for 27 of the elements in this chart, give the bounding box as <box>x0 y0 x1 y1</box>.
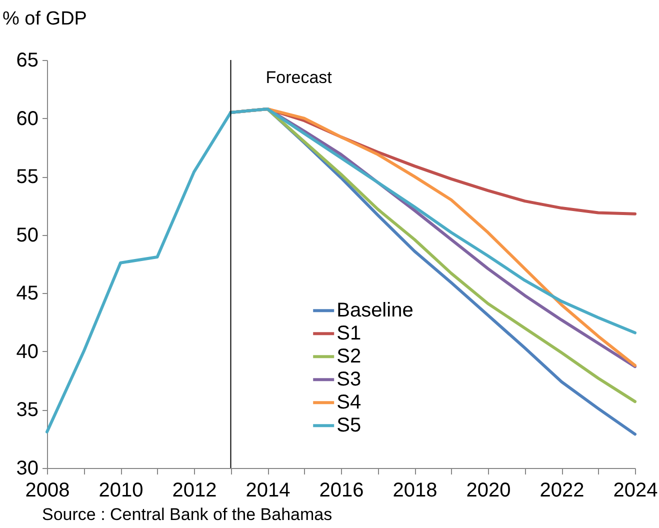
line-series <box>46 107 636 434</box>
legend-label: S4 <box>336 392 362 414</box>
ref-line-label: Forecast <box>266 68 332 87</box>
legend-label: S2 <box>336 346 362 368</box>
y-axis-title: % of GDP <box>2 8 87 30</box>
source-note: Source : Central Bank of the Bahamas <box>42 505 332 524</box>
legend-label: S1 <box>336 322 362 345</box>
legend-label: Baseline <box>336 300 414 322</box>
x-tick-label: 2014 <box>246 480 290 502</box>
x-tick-label: 2012 <box>172 480 217 502</box>
y-tick-label: 45 <box>16 282 38 305</box>
y-tick-label: 65 <box>16 50 38 72</box>
x-tick-label: 2020 <box>466 480 511 502</box>
legend-label: S5 <box>336 414 362 437</box>
x-tick-label: 2008 <box>25 480 70 502</box>
x-tick-label: 2018 <box>392 480 438 502</box>
y-tick-label: 35 <box>16 399 38 422</box>
x-tick-label: 2022 <box>540 480 584 502</box>
y-tick-label: 30 <box>16 458 38 480</box>
y-tick-label: 50 <box>16 224 38 246</box>
y-tick-label: 60 <box>16 108 38 130</box>
x-tick-label: 2024 <box>613 480 658 502</box>
y-tick-label: 40 <box>16 340 38 363</box>
x-tick-label: 2016 <box>319 480 364 502</box>
x-tick-label: 2010 <box>98 480 144 502</box>
legend-label: S3 <box>336 368 362 391</box>
y-tick-label: 55 <box>16 166 38 188</box>
